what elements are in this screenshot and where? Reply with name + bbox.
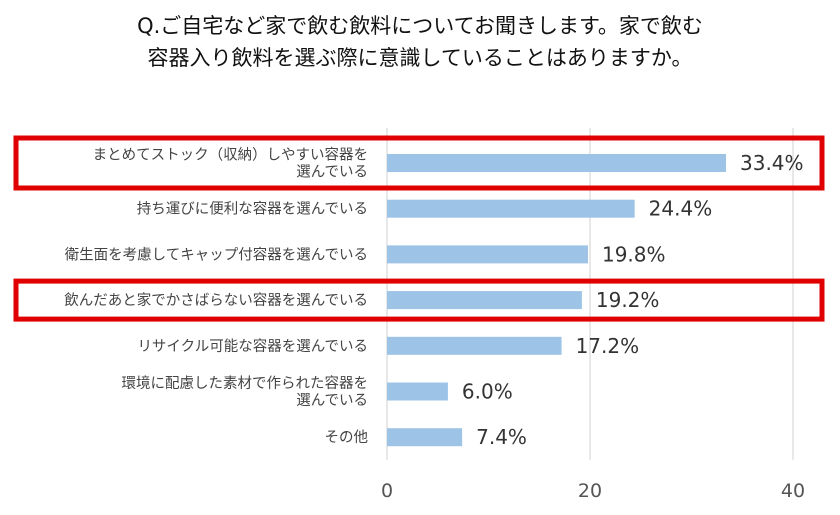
value-label-5: 6.0% xyxy=(462,380,513,404)
highlight-box-0 xyxy=(13,135,825,191)
bar-2 xyxy=(387,245,588,264)
value-label-3: 19.2% xyxy=(596,288,660,312)
category-label-1: 持ち運びに便利な容器を選んでいる xyxy=(137,201,368,218)
category-label-6: その他 xyxy=(325,429,369,446)
bar-3 xyxy=(387,291,582,310)
bar-5 xyxy=(387,382,448,401)
bar-4 xyxy=(387,336,562,355)
bar-6 xyxy=(387,428,463,447)
title-line-1: Q.ご自宅など家で飲む飲料についてお聞きします。家で飲む xyxy=(137,14,703,38)
value-label-2: 19.8% xyxy=(602,242,666,266)
category-label-5-line-0: 環境に配慮した素材で作られた容器を xyxy=(122,374,369,392)
category-label-3: 飲んだあと家でかさばらない容器を選んでいる xyxy=(64,292,368,309)
x-tick-label-40: 40 xyxy=(781,480,805,502)
category-label-5-line-1: 選んでいる xyxy=(296,392,368,409)
value-label-6: 7.4% xyxy=(476,425,527,449)
value-label-4: 17.2% xyxy=(576,334,640,358)
value-label-0: 33.4% xyxy=(740,151,804,175)
x-tick-label-20: 20 xyxy=(578,480,602,502)
value-label-1: 24.4% xyxy=(649,197,713,221)
category-label-2: 衛生面を考慮してキャップ付容器を選んでいる xyxy=(65,246,368,263)
bar-1 xyxy=(387,199,635,218)
highlight-box-3 xyxy=(13,278,825,322)
chart-title: Q.ご自宅など家で飲む飲料についてお聞きします。家で飲む 容器入り飲料を選ぶ際に… xyxy=(0,10,840,74)
category-label-4: リサイクル可能な容器を選んでいる xyxy=(137,338,368,355)
bar-0 xyxy=(387,154,727,172)
title-line-2: 容器入り飲料を選ぶ際に意識していることはありますか。 xyxy=(147,46,693,70)
x-tick-label-0: 0 xyxy=(381,480,393,502)
category-label-0-line-0: まとめてストック（収納）しやすい容器を xyxy=(93,147,368,164)
category-label-0-line-1: 選んでいる xyxy=(296,164,368,181)
